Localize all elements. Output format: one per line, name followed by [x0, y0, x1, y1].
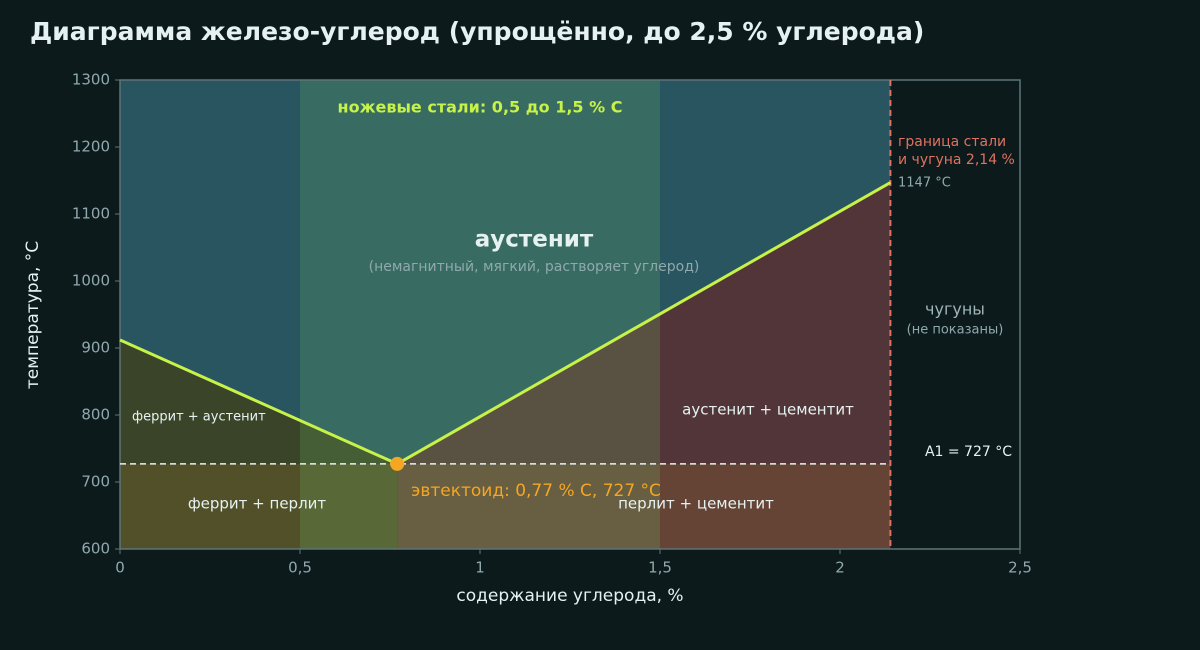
x-tick-label: 2: [835, 559, 845, 577]
knife-band: [300, 80, 660, 549]
x-tick-label: 1: [475, 559, 485, 577]
y-tick-label: 1000: [72, 272, 110, 290]
y-tick-label: 700: [81, 473, 110, 491]
eutectoid-label: эвтектоид: 0,77 % C, 727 °C: [411, 481, 661, 501]
x-tick-label: 0: [115, 559, 125, 577]
region-label: перлит + цементит: [618, 495, 774, 513]
x-axis-label: содержание углерода, %: [456, 586, 683, 606]
region-label: аустенит: [475, 227, 594, 253]
region-label: феррит + аустенит: [132, 410, 266, 425]
a1-label: A1 = 727 °C: [925, 444, 1012, 460]
phase-line: [396, 181, 892, 466]
boundary-label: граница стали: [898, 134, 1006, 150]
region-note: (не показаны): [907, 323, 1004, 338]
cementite-region: [397, 182, 891, 549]
ferrite-region: [120, 339, 398, 549]
chart-title: Диаграмма железо-углерод (упрощённо, до …: [30, 17, 924, 46]
y-tick-label: 1200: [72, 138, 110, 156]
y-axis-label: температура, °C: [23, 241, 43, 389]
region-label: аустенит + цементит: [682, 401, 854, 419]
region-label: феррит + перлит: [188, 495, 327, 513]
region-label: чугуны: [925, 300, 985, 319]
y-tick-label: 900: [81, 339, 110, 357]
y-tick-label: 1100: [72, 205, 110, 223]
band-label: ножевые стали: 0,5 до 1,5 % C: [338, 98, 623, 117]
x-tick-label: 2,5: [1008, 559, 1032, 577]
x-tick-label: 0,5: [288, 559, 312, 577]
x-tick-label: 1,5: [648, 559, 672, 577]
pearlite-overlay: [120, 463, 891, 549]
boundary-temp: 1147 °C: [898, 176, 951, 191]
plot-frame: [119, 79, 1021, 550]
austenite-region: [120, 80, 891, 464]
boundary-label: и чугуна 2,14 %: [898, 152, 1015, 168]
y-tick-label: 1300: [72, 71, 110, 89]
y-tick-label: 800: [81, 406, 110, 424]
region-note: (немагнитный, мягкий, растворяет углерод…: [369, 259, 700, 275]
y-tick-label: 600: [81, 540, 110, 558]
eutectoid-point: [390, 456, 405, 471]
phase-line: [119, 338, 398, 466]
